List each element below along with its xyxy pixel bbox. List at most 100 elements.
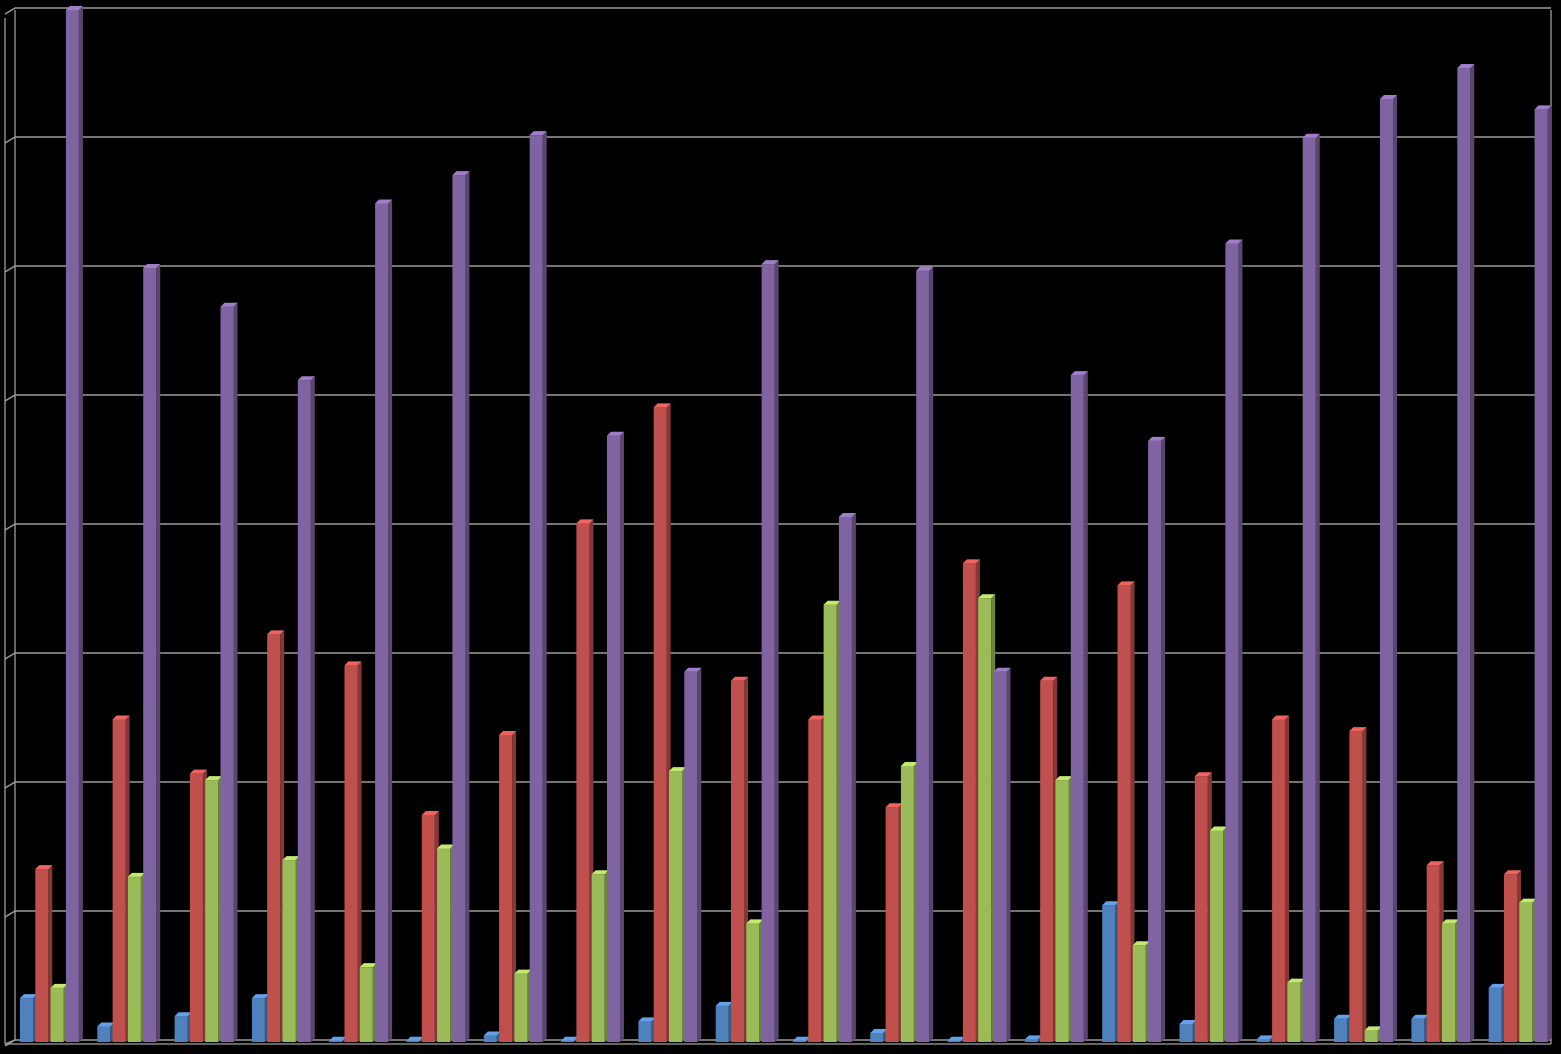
bar-front	[1411, 1018, 1425, 1042]
bar-s4-c19	[1457, 64, 1475, 1043]
bar-side	[512, 730, 517, 1042]
bar-front	[1364, 1030, 1378, 1042]
bars	[20, 6, 1552, 1043]
bar-s4-c6	[452, 171, 470, 1042]
bar-top	[1024, 1035, 1042, 1040]
bar-top	[1334, 1014, 1352, 1019]
bar-s3-c2	[127, 872, 145, 1042]
bar-top	[452, 171, 470, 176]
bar-front	[1194, 776, 1208, 1042]
bar-s4-c20	[1534, 105, 1552, 1042]
bar-top	[561, 1036, 579, 1041]
bar-front	[1334, 1018, 1348, 1042]
bar-s2-c11	[808, 715, 826, 1042]
bar-top	[793, 1036, 810, 1041]
bar-top	[731, 676, 748, 681]
bar-s3-c10	[746, 919, 764, 1042]
bar-s3-c18	[1364, 1026, 1382, 1042]
bar-side	[1285, 715, 1290, 1042]
bar-top	[483, 1031, 501, 1036]
bar-front	[189, 773, 203, 1042]
bar-top	[947, 1036, 965, 1041]
bar-front	[1349, 731, 1363, 1042]
bar-front	[1210, 830, 1224, 1042]
bar-front	[1102, 905, 1116, 1042]
bar-s1-c8	[561, 1036, 579, 1042]
bar-s1-c18	[1334, 1014, 1352, 1042]
bar-side	[1130, 581, 1135, 1042]
bar-s4-c12	[916, 266, 934, 1043]
bar-front	[514, 973, 528, 1042]
bar-s4-c14	[1070, 371, 1088, 1042]
bar-s2-c18	[1349, 727, 1367, 1042]
bar-front	[1457, 68, 1471, 1043]
bar-s3-c14	[1055, 776, 1073, 1042]
bar-front	[684, 671, 698, 1042]
bar-top	[127, 872, 145, 877]
bar-s2-c2	[112, 715, 130, 1042]
bar-side	[1006, 667, 1011, 1042]
bar-s4-c9	[684, 667, 702, 1042]
bar-s3-c15	[1132, 941, 1150, 1042]
bar-top	[1457, 64, 1475, 69]
bar-front	[823, 604, 837, 1042]
bar-s3-c7	[514, 969, 532, 1042]
bar-side	[774, 260, 779, 1042]
bar-front	[174, 1016, 188, 1042]
bar-front	[282, 860, 296, 1042]
bar-front	[65, 10, 79, 1042]
bar-top	[437, 844, 455, 849]
bar-front	[1148, 440, 1162, 1042]
bar-front	[916, 270, 930, 1043]
bar-s3-c5	[359, 963, 377, 1042]
bar-top	[529, 131, 547, 136]
bar-s1-c14	[1024, 1035, 1042, 1042]
bar-s1-c12	[870, 1028, 888, 1042]
bar-s3-c19	[1442, 919, 1459, 1042]
gridline-side	[4, 265, 16, 273]
bar-top	[638, 1017, 656, 1022]
gridline-side	[4, 394, 16, 402]
bar-top	[607, 431, 624, 436]
bar-top	[978, 594, 996, 599]
bar-side	[620, 431, 624, 1042]
bar-front	[297, 380, 311, 1043]
bar-top	[1179, 1019, 1197, 1024]
bar-front	[978, 598, 992, 1042]
bar-front	[1256, 1039, 1270, 1042]
bar-top	[1194, 772, 1212, 777]
bar-top	[962, 559, 980, 564]
bar-front	[344, 665, 358, 1042]
bar-top	[808, 715, 826, 720]
bar-side	[697, 667, 702, 1042]
bar-top	[1272, 715, 1290, 720]
bar-top	[220, 302, 238, 307]
bar-front	[653, 407, 667, 1042]
bar-top	[514, 969, 532, 974]
bar-top	[375, 199, 393, 204]
bar-front	[731, 680, 744, 1042]
bar-top	[97, 1022, 115, 1027]
bar-s4-c2	[143, 264, 161, 1042]
bar-front	[1488, 987, 1502, 1042]
bar-front	[20, 998, 33, 1042]
bar-s3-c9	[669, 767, 686, 1042]
bar-s2-c9	[653, 403, 671, 1042]
bar-front	[715, 1005, 729, 1042]
bar-top	[1488, 983, 1506, 988]
bar-side	[929, 266, 934, 1043]
bar-s3-c12	[900, 761, 918, 1042]
bar-top	[1380, 95, 1397, 100]
gridline-side	[4, 652, 16, 660]
bar-s4-c8	[607, 431, 624, 1042]
bar-s2-c8	[576, 519, 594, 1042]
bar-s1-c5	[329, 1036, 347, 1042]
gridline-side	[4, 1039, 16, 1047]
bar-front	[1504, 874, 1517, 1042]
bar-s4-c18	[1380, 95, 1397, 1042]
bar-top	[653, 403, 671, 408]
gridline-side	[4, 523, 16, 531]
bar-front	[267, 634, 281, 1042]
bar-side	[233, 302, 238, 1042]
bar-front	[143, 268, 157, 1042]
